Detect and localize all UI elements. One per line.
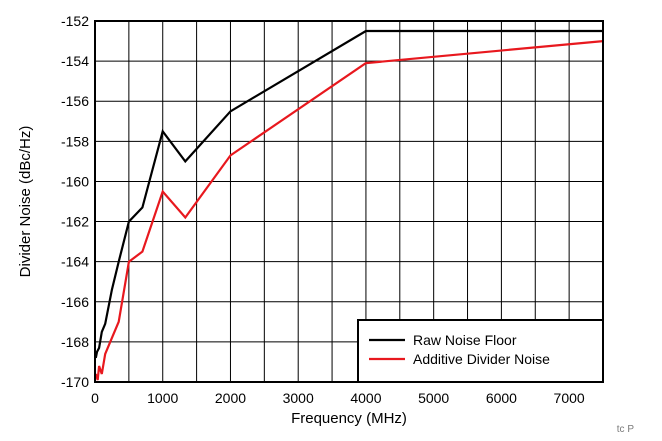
y-tick-label: -170	[61, 374, 89, 390]
legend-box	[357, 319, 604, 383]
legend-label-raw-noise-floor: Raw Noise Floor	[413, 332, 517, 348]
series-line-additive-divider-noise	[94, 40, 604, 381]
x-tick-label: 5000	[418, 390, 449, 406]
series-lines	[94, 29, 604, 381]
y-tick-label: -156	[61, 93, 89, 109]
legend: Raw Noise Floor Additive Divider Noise	[357, 319, 604, 383]
legend-label-additive-divider-noise: Additive Divider Noise	[413, 351, 550, 367]
plot-frame	[94, 20, 604, 383]
x-tick-label: 3000	[283, 390, 314, 406]
y-tick-label: -158	[61, 133, 89, 149]
y-tick-label: -160	[61, 173, 89, 189]
x-tick-label: 0	[91, 390, 99, 406]
x-tick-label: 2000	[215, 390, 246, 406]
x-axis-label: Frequency (MHz)	[291, 410, 407, 427]
y-tick-label: -152	[61, 13, 89, 29]
y-tick-label: -154	[61, 53, 89, 69]
x-tick-label: 4000	[350, 390, 381, 406]
y-tick-label: -164	[61, 254, 89, 270]
y-tick-label: -166	[61, 294, 89, 310]
x-tick-label: 6000	[486, 390, 517, 406]
y-axis-label: Divider Noise (dBc/Hz)	[17, 126, 34, 278]
y-tick-label: -162	[61, 214, 89, 230]
series-line-raw-noise-floor	[94, 29, 603, 359]
x-tick-label: 7000	[554, 390, 585, 406]
y-tick-label: -168	[61, 334, 89, 350]
corner-mark: tc P	[616, 424, 634, 435]
x-tick-labels: 0 1000 2000 3000 4000 5000 6000 7000	[91, 390, 585, 406]
x-tick-label: 1000	[147, 390, 178, 406]
y-tick-labels: -170 -168 -166 -164 -162 -160 -158 -156 -154 -152	[61, 13, 89, 390]
